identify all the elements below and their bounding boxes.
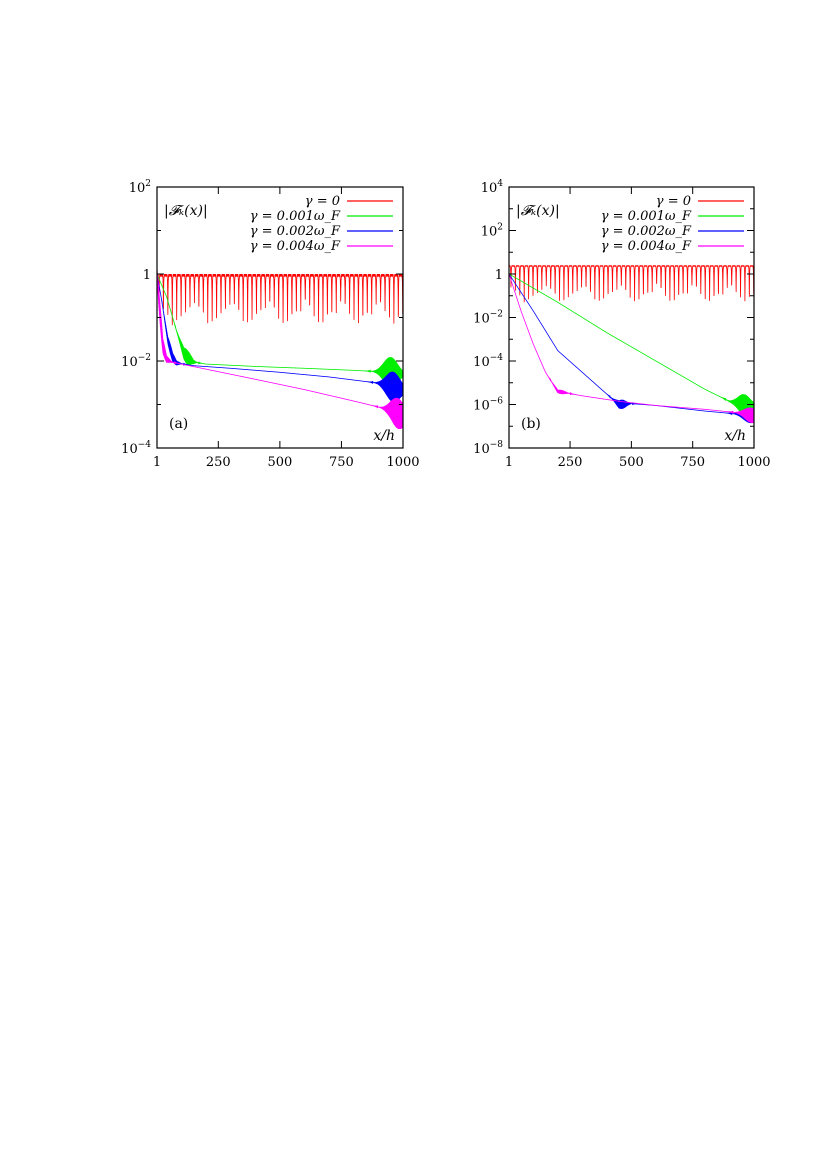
legend-label-1: γ = 0.001ω_F	[250, 209, 341, 224]
series-line-0	[509, 265, 754, 303]
series-group	[509, 265, 754, 424]
series-line-2	[509, 273, 754, 424]
panel-b: 10−8 10−6 10−4 10−2 1 102 104 1 250 500 750 1000 |𝓕ₖ…	[473, 179, 770, 470]
y-tick-label: 102	[129, 179, 151, 196]
panel-label: (b)	[521, 416, 541, 432]
series-line-3	[157, 267, 403, 430]
x-tick-label: 250	[206, 455, 231, 470]
y-tick-label: 10−6	[473, 397, 503, 414]
y-tick-label: 10−2	[473, 310, 503, 327]
x-tick-label: 1	[505, 455, 513, 470]
x-tick-label: 250	[558, 455, 583, 470]
panel-label: (a)	[169, 416, 188, 432]
x-tick-label: 750	[329, 455, 354, 470]
x-tick-label: 500	[267, 455, 292, 470]
y-tick-label: 104	[481, 179, 504, 196]
series-line-1	[157, 273, 403, 388]
y-tick-label: 10−8	[473, 440, 503, 457]
legend-label-2: γ = 0.002ω_F	[250, 224, 341, 239]
y-tick-label: 10−4	[121, 440, 151, 457]
legend-label-3: γ = 0.004ω_F	[250, 239, 341, 254]
y-tick-label: 10−2	[121, 353, 151, 370]
x-tick-label: 1	[153, 455, 161, 470]
legend-label-0: γ = 0	[305, 194, 340, 209]
y-axis-label: |𝓕ₖ(x)|	[164, 203, 208, 219]
x-tick-label: 500	[619, 455, 644, 470]
y-axis-label: |𝓕ₖ(x)|	[516, 203, 560, 219]
legend-label-2: γ = 0.002ω_F	[601, 224, 692, 239]
x-tick-label: 1000	[737, 455, 770, 470]
panel-a: 10−4 10−2 1 102 1 250 500 750 1000 |𝓕ₖ(x)| x/h (a) γ…	[121, 179, 419, 470]
series-line-2	[157, 273, 403, 403]
series-line-1	[509, 273, 754, 415]
legend-label-0: γ = 0	[656, 194, 691, 209]
series-line-0	[157, 273, 403, 326]
x-tick-label: 750	[680, 455, 705, 470]
y-tick-label: 10−4	[473, 353, 503, 370]
series-group	[157, 267, 403, 430]
x-tick-label: 1000	[386, 455, 419, 470]
legend-label-3: γ = 0.004ω_F	[601, 239, 692, 254]
x-axis-label: x/h	[724, 428, 746, 444]
y-tick-label: 1	[495, 268, 503, 283]
series-line-3	[509, 273, 754, 424]
x-axis-label: x/h	[373, 428, 395, 444]
y-tick-label: 102	[481, 223, 503, 240]
legend-label-1: γ = 0.001ω_F	[601, 209, 692, 224]
y-tick-label: 1	[143, 268, 151, 283]
